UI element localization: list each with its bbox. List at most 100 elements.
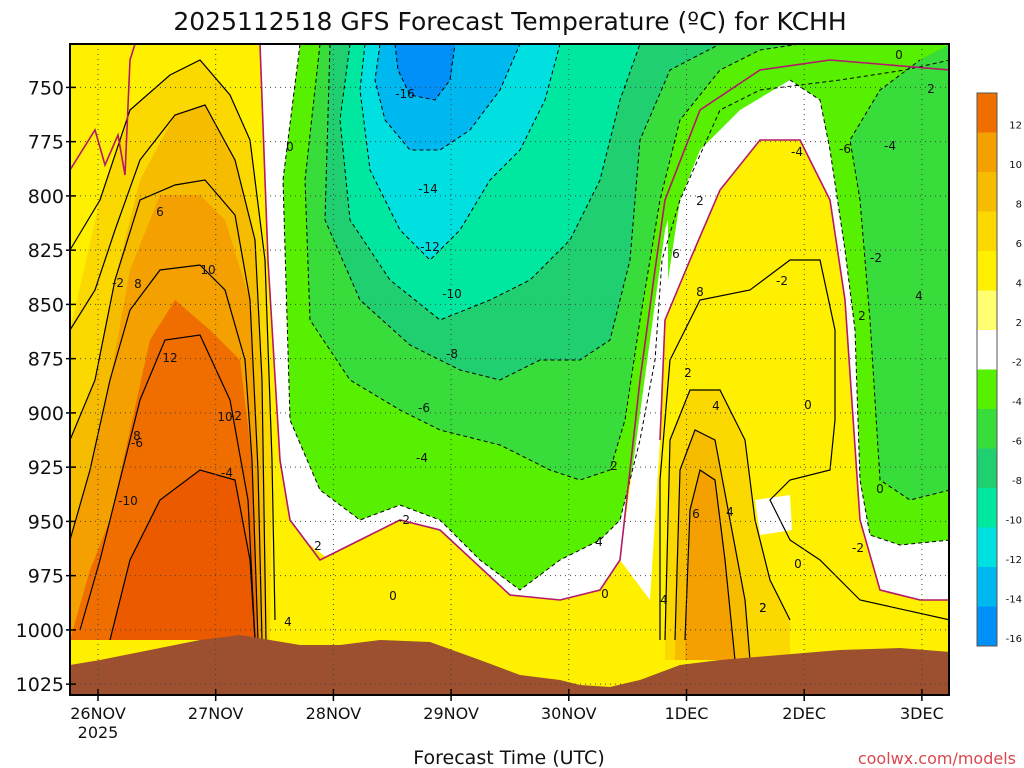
colorbar-segment [977, 132, 997, 172]
colorbar-segment [977, 448, 997, 488]
y-tick-label: 825 [28, 240, 64, 262]
contour-label: 8 [134, 277, 142, 291]
colorbar-segment [977, 290, 997, 330]
contour-label: 4 [712, 399, 720, 413]
contour-labels: -16 -14 -12 -10 -8 -6 -4 -2 0 2 4 6 8 10 12 -2 -4 -6 -10 -2… [112, 48, 935, 629]
colorbar-segment [977, 93, 997, 133]
contour-neg4 [304, 44, 801, 481]
contour-label: 4 [284, 615, 292, 629]
contour-4-left [70, 104, 267, 641]
contour-label: -4 [884, 139, 896, 153]
contour-label: 4 [660, 593, 668, 607]
contour-label: 0 [286, 140, 294, 154]
fill-surface-warm-b [400, 590, 470, 640]
contour-neg10 [359, 44, 561, 261]
x-axis-year: 2025 [78, 723, 119, 742]
freezing-line-right [659, 139, 949, 601]
terrain [70, 635, 949, 695]
colorbar-segment [977, 369, 997, 409]
contour-label: 4 [726, 505, 734, 519]
freezing-line-main [259, 44, 949, 601]
contour-label: 2 [696, 194, 704, 208]
contour-neg6 [324, 44, 721, 381]
contour-label: 8 [133, 429, 141, 443]
freezing-line-left [70, 44, 136, 176]
contour-label: -2 [870, 251, 882, 265]
colorbar-label: -8 [1012, 476, 1022, 487]
contour-label: 4 [915, 289, 923, 303]
plot-frame [69, 43, 950, 696]
credit-text: coolwx.com/models [858, 749, 1016, 768]
colorbar-label: -14 [1006, 595, 1022, 606]
contour-label: 0 [804, 398, 812, 412]
fill-surface-warm-a [270, 545, 360, 640]
contour-label: -4 [416, 451, 428, 465]
grid-lines [70, 44, 949, 695]
x-tick-label: 29NOV [423, 704, 479, 723]
colorbar-frame [976, 92, 998, 647]
plot-area [70, 44, 949, 695]
colorbar-label: 8 [1016, 200, 1022, 211]
colorbar-label: -12 [1006, 555, 1022, 566]
chart-title: 2025112518 GFS Forecast Temperature (ºC)… [173, 7, 846, 36]
contour-8-right [684, 469, 736, 661]
warm-contours [70, 59, 949, 661]
contour-label: 2 [684, 366, 692, 380]
colorbar-segment [977, 527, 997, 567]
contour-label: 2 [759, 601, 767, 615]
contour-label: -10 [118, 494, 138, 508]
contour-label: -6 [131, 436, 143, 450]
colorbar-label: -10 [1006, 516, 1022, 527]
y-tick-label: 950 [28, 511, 64, 533]
y-axis: 750 775 800 825 850 875 900 925 950 975 1000 1025 [16, 77, 76, 696]
contour-label: -10 [442, 287, 462, 301]
contour-8-left [70, 264, 259, 641]
contour-neg4-right [849, 59, 949, 501]
fill-right-cold-6 [850, 44, 949, 500]
fill-surface-warm-c [520, 620, 610, 690]
contour-label: 6 [156, 205, 164, 219]
contour-label: -4 [221, 466, 233, 480]
x-tick-label: 3DEC [900, 704, 944, 723]
colorbar-label: -4 [1012, 397, 1022, 408]
fill-right-warm-8 [685, 470, 735, 660]
contour-12-left [109, 469, 256, 641]
contour-neg14 [394, 44, 456, 101]
contour-label: -16 [395, 87, 415, 101]
contour-label: 10 [217, 410, 232, 424]
contour-label: 10 [200, 263, 215, 277]
y-tick-label: 750 [28, 77, 64, 99]
contour-2-left [70, 59, 276, 621]
contour-label: 0 [876, 482, 884, 496]
contour-6-left [70, 179, 263, 641]
colorbar-segment [977, 488, 997, 528]
colorbar-segment [977, 330, 997, 370]
contour-label: 8 [696, 285, 704, 299]
contour-label: 6 [672, 247, 680, 261]
y-tick-label: 900 [28, 403, 64, 425]
y-tick-label: 925 [28, 457, 64, 479]
contour-neg2-right [789, 79, 949, 546]
contour-label: -2 [776, 274, 788, 288]
colorbar: 12 10 8 6 4 2 -2 -4 -6 -8 -10 -12 -14 -16 [976, 92, 1022, 647]
colorbar-segment [977, 172, 997, 212]
contour-neg12 [374, 44, 521, 151]
contour-label: 2 [858, 309, 866, 323]
y-tick-label: 1000 [16, 620, 64, 642]
colorbar-segment [977, 606, 997, 646]
y-tick-label: 975 [28, 566, 64, 588]
contour-label: 0 [389, 589, 397, 603]
y-tick-label: 850 [28, 294, 64, 316]
colorbar-segment [977, 567, 997, 607]
contour-label: 0 [601, 587, 609, 601]
fill-cold-16 [395, 44, 455, 100]
x-tick-label: 2DEC [782, 704, 826, 723]
colorbar-segment [977, 211, 997, 251]
x-tick-label: 26NOV [70, 704, 126, 723]
contour-neg8 [339, 44, 641, 321]
fill-right-white-pocket [755, 495, 792, 535]
colorbar-label: -16 [1006, 634, 1022, 645]
contour-label: -14 [418, 182, 438, 196]
x-tick-label: 27NOV [188, 704, 244, 723]
